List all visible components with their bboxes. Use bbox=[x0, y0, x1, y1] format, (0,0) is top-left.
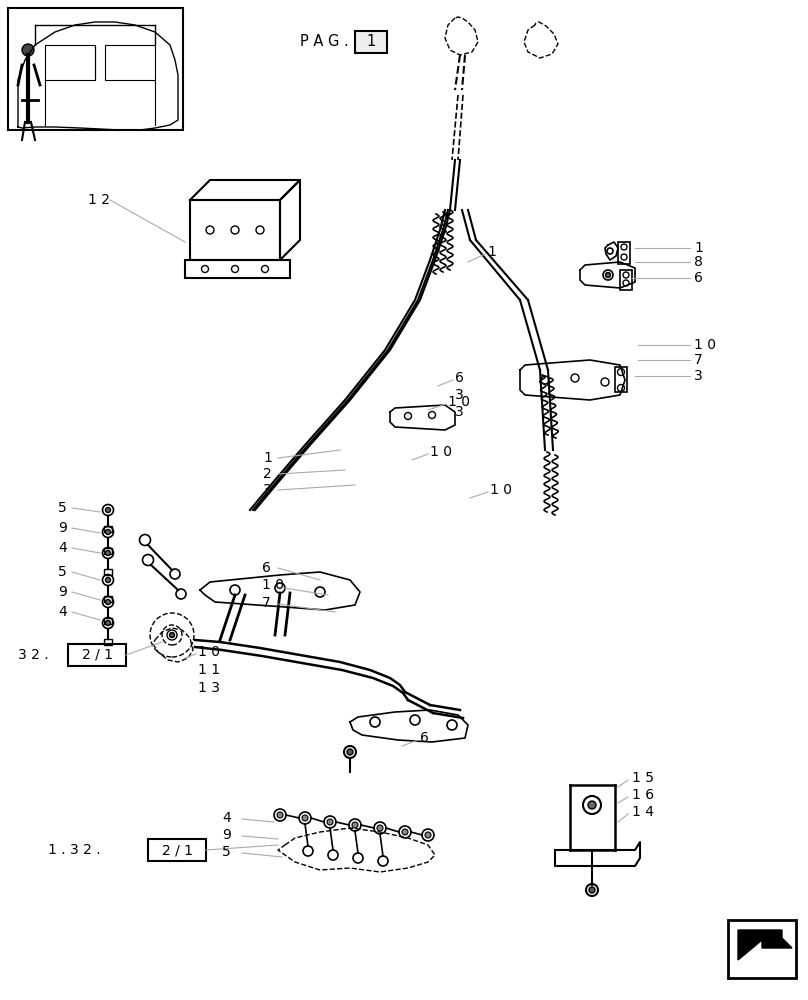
Circle shape bbox=[106, 578, 111, 582]
Text: 1 0: 1 0 bbox=[262, 578, 284, 592]
Bar bbox=[104, 526, 112, 532]
Text: 2 / 1: 2 / 1 bbox=[82, 648, 112, 662]
Bar bbox=[615, 367, 627, 392]
Bar bbox=[104, 548, 112, 554]
Circle shape bbox=[352, 822, 358, 828]
Bar bbox=[105, 45, 155, 80]
Text: 7: 7 bbox=[262, 596, 271, 610]
Text: 1 0: 1 0 bbox=[694, 338, 716, 352]
Circle shape bbox=[22, 44, 34, 56]
Bar bbox=[45, 45, 95, 80]
Text: 1: 1 bbox=[694, 241, 703, 255]
Circle shape bbox=[347, 749, 353, 755]
Text: 3 2 .: 3 2 . bbox=[18, 648, 48, 662]
Bar bbox=[618, 242, 630, 264]
Text: 1 0: 1 0 bbox=[448, 395, 470, 409]
Bar bbox=[68, 644, 126, 666]
Bar bbox=[728, 920, 796, 978]
Circle shape bbox=[106, 550, 111, 556]
Text: 3: 3 bbox=[694, 369, 703, 383]
Text: 1 0: 1 0 bbox=[490, 483, 512, 497]
Text: 2 / 1: 2 / 1 bbox=[162, 843, 192, 857]
Circle shape bbox=[588, 801, 596, 809]
Text: 1 6: 1 6 bbox=[632, 788, 654, 802]
Circle shape bbox=[106, 599, 111, 604]
Circle shape bbox=[106, 508, 111, 512]
Text: 1 4: 1 4 bbox=[632, 805, 654, 819]
Text: 1 3: 1 3 bbox=[198, 681, 220, 695]
Bar bbox=[104, 569, 112, 575]
Text: 7: 7 bbox=[694, 353, 703, 367]
Text: P A G .: P A G . bbox=[300, 34, 349, 49]
Circle shape bbox=[327, 819, 333, 825]
Bar bbox=[104, 639, 112, 645]
Circle shape bbox=[589, 887, 595, 893]
Circle shape bbox=[106, 620, 111, 626]
Text: 1 0: 1 0 bbox=[430, 445, 452, 459]
Text: 6: 6 bbox=[455, 371, 464, 385]
Text: 9: 9 bbox=[58, 521, 67, 535]
Bar bbox=[355, 31, 387, 53]
Bar bbox=[8, 8, 183, 130]
Text: 8: 8 bbox=[694, 255, 703, 269]
Text: 1 2: 1 2 bbox=[88, 193, 110, 207]
Text: 1: 1 bbox=[487, 245, 496, 259]
Text: 1 0: 1 0 bbox=[198, 645, 220, 659]
Text: 6: 6 bbox=[420, 731, 429, 745]
Bar bbox=[104, 596, 112, 602]
Text: 3: 3 bbox=[455, 388, 464, 402]
Circle shape bbox=[302, 815, 308, 821]
Bar bbox=[190, 200, 280, 260]
Text: 4: 4 bbox=[222, 811, 231, 825]
Circle shape bbox=[377, 825, 383, 831]
Text: 6: 6 bbox=[694, 271, 703, 285]
Text: 3: 3 bbox=[263, 483, 271, 497]
Circle shape bbox=[605, 272, 611, 277]
Circle shape bbox=[277, 812, 283, 818]
Circle shape bbox=[106, 530, 111, 534]
Circle shape bbox=[402, 829, 408, 835]
Bar bbox=[620, 270, 632, 290]
Text: 9: 9 bbox=[58, 585, 67, 599]
Text: 1 5: 1 5 bbox=[632, 771, 654, 785]
Bar bbox=[104, 618, 112, 624]
Text: 1 1: 1 1 bbox=[198, 663, 220, 677]
Text: 9: 9 bbox=[222, 828, 231, 842]
Text: 1: 1 bbox=[366, 34, 376, 49]
Bar bbox=[185, 260, 290, 278]
Text: 3: 3 bbox=[455, 405, 464, 419]
Polygon shape bbox=[738, 930, 792, 960]
Text: 1: 1 bbox=[263, 451, 271, 465]
Text: 2: 2 bbox=[263, 467, 271, 481]
Text: 5: 5 bbox=[222, 845, 231, 859]
Text: 5: 5 bbox=[58, 501, 67, 515]
Text: 5: 5 bbox=[58, 565, 67, 579]
Text: 4: 4 bbox=[58, 605, 67, 619]
Text: 6: 6 bbox=[262, 561, 271, 575]
Circle shape bbox=[425, 832, 431, 838]
Text: 4: 4 bbox=[58, 541, 67, 555]
Circle shape bbox=[170, 633, 175, 638]
Bar bbox=[148, 839, 206, 861]
Text: 1 . 3 2 .: 1 . 3 2 . bbox=[48, 843, 101, 857]
